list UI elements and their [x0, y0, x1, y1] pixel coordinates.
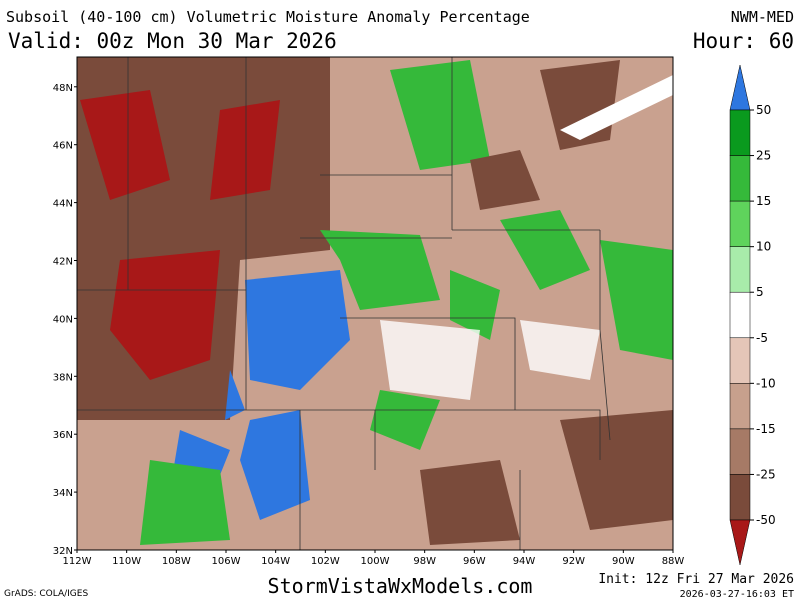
- lat-label: 38N: [53, 372, 73, 383]
- timestamp: 2026-03-27-16:03 ET: [680, 589, 794, 600]
- colorbar-arrow-top: [729, 64, 751, 111]
- colorbar-label: -10: [756, 376, 776, 390]
- site-name: StormVistaWxModels.com: [268, 574, 533, 598]
- colorbar-bin: [729, 109, 751, 156]
- lat-label: 36N: [53, 430, 73, 441]
- colorbar-label: -25: [756, 467, 776, 481]
- lon-label: 98W: [413, 556, 436, 567]
- lat-label: 46N: [53, 141, 73, 152]
- lon-label: 90W: [612, 556, 635, 567]
- lon-label: 94W: [513, 556, 536, 567]
- colorbar-label: -5: [756, 331, 768, 345]
- lat-label: 32N: [53, 546, 73, 557]
- colorbar-label: 10: [756, 240, 771, 254]
- colorbar-bin: [729, 200, 751, 247]
- lon-label: 92W: [562, 556, 585, 567]
- lon-label: 110W: [112, 556, 141, 567]
- colorbar-arrow-bottom: [729, 519, 751, 566]
- lat-label: 34N: [53, 488, 73, 499]
- lon-label: 108W: [162, 556, 191, 567]
- credit: GrADS: COLA/IGES: [4, 589, 88, 599]
- init-time: Init: 12z Fri 27 Mar 2026: [598, 572, 794, 587]
- colorbar: 50 25 15 10 5 -5 -10 -15 -25 -50: [729, 64, 776, 566]
- lon-label: 106W: [212, 556, 241, 567]
- map-field: [77, 57, 673, 550]
- colorbar-label: -50: [756, 513, 776, 527]
- lon-label: 112W: [63, 556, 92, 567]
- colorbar-bin: [729, 291, 751, 339]
- lat-label: 44N: [53, 199, 73, 210]
- colorbar-label: -15: [756, 422, 776, 436]
- title: Subsoil (40-100 cm) Volumetric Moisture …: [6, 8, 530, 26]
- colorbar-bin: [729, 246, 751, 293]
- lon-label: 88W: [662, 556, 685, 567]
- lon-label: 100W: [361, 556, 390, 567]
- colorbar-label: 15: [756, 194, 771, 208]
- lon-label: 104W: [261, 556, 290, 567]
- lon-label: 102W: [311, 556, 340, 567]
- colorbar-bin: [729, 383, 751, 430]
- valid-time: Valid: 00z Mon 30 Mar 2026: [8, 29, 337, 53]
- forecast-hour: Hour: 60: [693, 29, 794, 53]
- colorbar-bin: [729, 337, 751, 384]
- lon-label: 96W: [463, 556, 486, 567]
- colorbar-label: 25: [756, 149, 771, 163]
- lat-label: 40N: [53, 314, 73, 325]
- colorbar-bin: [729, 428, 751, 475]
- colorbar-label: 50: [756, 103, 771, 117]
- lat-label: 48N: [53, 83, 73, 94]
- colorbar-label: 5: [756, 285, 764, 299]
- model-name: NWM-MED: [731, 8, 794, 26]
- colorbar-bin: [729, 155, 751, 202]
- colorbar-bin: [729, 474, 751, 521]
- lat-label: 42N: [53, 257, 73, 268]
